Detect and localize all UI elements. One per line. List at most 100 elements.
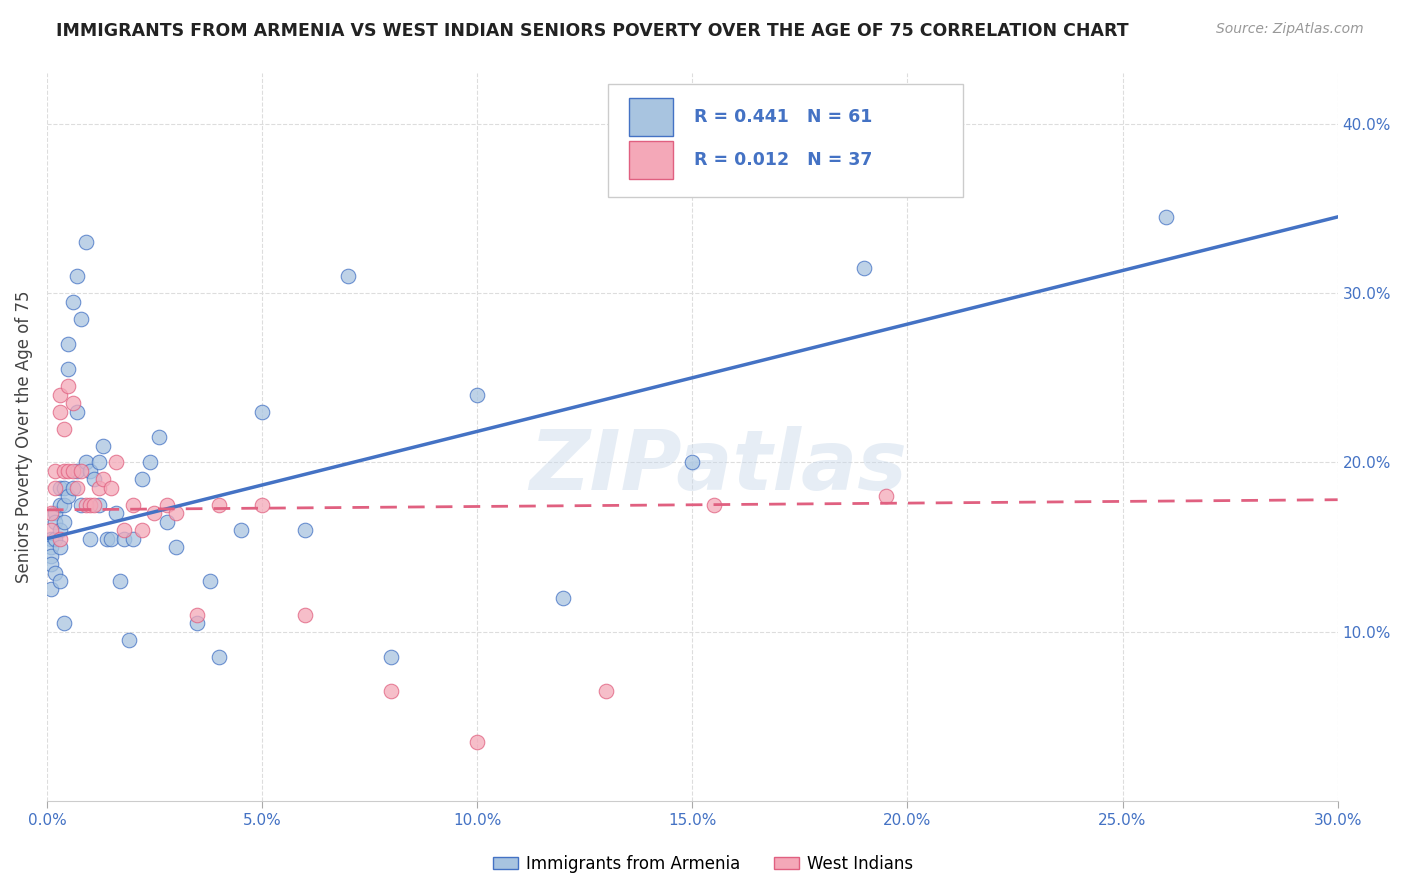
Point [53, 481, 76, 495]
Point [165, 540, 187, 554]
Point [58, 379, 80, 393]
Point [112, 523, 135, 537]
Point [49, 574, 72, 588]
Point [100, 481, 122, 495]
Point [53, 421, 76, 435]
Point [44, 515, 66, 529]
Point [250, 498, 273, 512]
Text: R = 0.441   N = 61: R = 0.441 N = 61 [693, 108, 872, 126]
Text: ZIPatlas: ZIPatlas [529, 425, 907, 507]
Point [49, 540, 72, 554]
Point [70, 498, 93, 512]
Point [49, 404, 72, 418]
Text: R = 0.012   N = 37: R = 0.012 N = 37 [693, 152, 872, 169]
Point [79, 464, 101, 478]
Point [294, 607, 316, 622]
Point [148, 430, 170, 444]
Point [70, 464, 93, 478]
Point [49, 532, 72, 546]
Point [58, 362, 80, 376]
Point [186, 616, 208, 631]
Point [853, 260, 876, 275]
Point [87, 455, 110, 469]
Point [75, 498, 97, 512]
Point [703, 498, 725, 512]
Point [79, 498, 101, 512]
Point [39, 582, 62, 597]
Point [200, 574, 222, 588]
Point [49, 481, 72, 495]
Point [62, 464, 84, 478]
Point [87, 498, 110, 512]
Point [122, 532, 145, 546]
Point [44, 506, 66, 520]
Point [49, 498, 72, 512]
Text: Source: ZipAtlas.com: Source: ZipAtlas.com [1216, 22, 1364, 37]
Point [44, 481, 66, 495]
Point [62, 396, 84, 410]
Point [53, 515, 76, 529]
Point [595, 684, 617, 698]
Point [44, 566, 66, 580]
Point [165, 506, 187, 520]
Point [143, 506, 166, 520]
Point [104, 455, 127, 469]
Point [208, 498, 231, 512]
Point [39, 506, 62, 520]
Point [79, 532, 101, 546]
Point [96, 532, 118, 546]
Point [1154, 210, 1177, 224]
Point [66, 464, 89, 478]
FancyBboxPatch shape [609, 84, 963, 197]
Point [53, 498, 76, 512]
Point [58, 464, 80, 478]
Point [380, 684, 402, 698]
Point [66, 404, 89, 418]
Point [112, 532, 135, 546]
Legend: Immigrants from Armenia, West Indians: Immigrants from Armenia, West Indians [486, 848, 920, 880]
Point [39, 540, 62, 554]
Point [44, 532, 66, 546]
Point [49, 523, 72, 537]
Point [131, 472, 153, 486]
Point [156, 498, 179, 512]
Point [337, 269, 360, 284]
Point [83, 498, 105, 512]
Point [39, 549, 62, 563]
Point [62, 481, 84, 495]
Point [53, 616, 76, 631]
Point [39, 523, 62, 537]
Point [875, 489, 897, 503]
Point [208, 650, 231, 665]
Point [465, 388, 488, 402]
Point [250, 404, 273, 418]
Point [100, 532, 122, 546]
Point [62, 294, 84, 309]
Point [58, 489, 80, 503]
Point [44, 464, 66, 478]
Y-axis label: Seniors Poverty Over the Age of 75: Seniors Poverty Over the Age of 75 [15, 291, 32, 583]
Point [380, 650, 402, 665]
Point [229, 523, 252, 537]
Point [465, 735, 488, 749]
FancyBboxPatch shape [628, 98, 673, 136]
FancyBboxPatch shape [628, 142, 673, 179]
Point [75, 235, 97, 250]
Point [104, 506, 127, 520]
Point [58, 337, 80, 351]
Text: IMMIGRANTS FROM ARMENIA VS WEST INDIAN SENIORS POVERTY OVER THE AGE OF 75 CORREL: IMMIGRANTS FROM ARMENIA VS WEST INDIAN S… [56, 22, 1129, 40]
Point [91, 438, 114, 452]
Point [553, 591, 575, 605]
Point [294, 523, 316, 537]
Point [117, 633, 139, 648]
Point [53, 464, 76, 478]
Point [186, 607, 208, 622]
Point [122, 498, 145, 512]
Point [75, 455, 97, 469]
Point [49, 388, 72, 402]
Point [66, 269, 89, 284]
Point [66, 481, 89, 495]
Point [83, 472, 105, 486]
Point [681, 455, 703, 469]
Point [131, 523, 153, 537]
